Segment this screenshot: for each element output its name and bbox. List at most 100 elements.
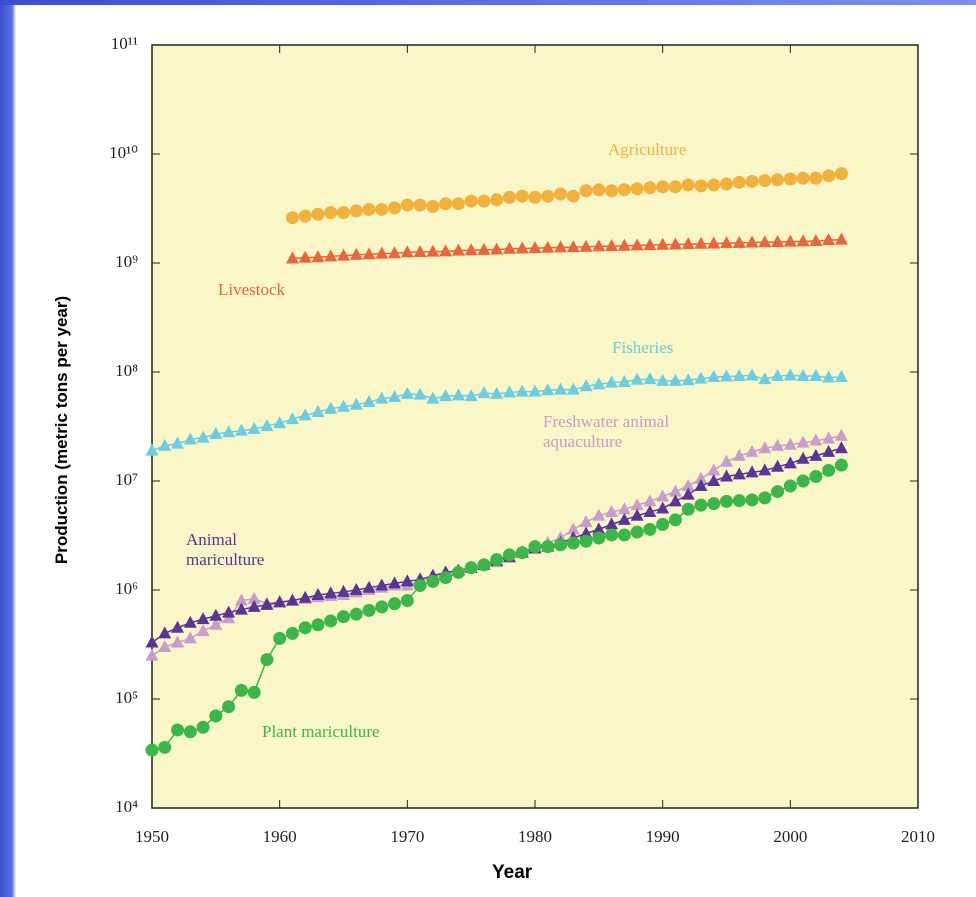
point	[745, 444, 759, 457]
point	[285, 412, 299, 425]
point	[285, 251, 299, 264]
point	[158, 438, 172, 451]
point	[579, 184, 593, 198]
point	[311, 404, 325, 417]
point	[796, 435, 810, 448]
point	[796, 451, 810, 464]
point	[834, 441, 848, 454]
point	[502, 241, 516, 254]
point	[771, 234, 785, 247]
point	[439, 244, 453, 257]
point	[298, 408, 312, 421]
point	[439, 197, 453, 211]
point	[681, 237, 695, 250]
point	[592, 239, 606, 252]
point	[834, 458, 848, 472]
point	[171, 436, 185, 449]
point	[822, 463, 836, 477]
point	[349, 583, 363, 595]
y-axis-label: Production (metric tons per year)	[52, 295, 71, 565]
point	[783, 456, 797, 469]
point	[490, 193, 504, 207]
point	[247, 599, 261, 612]
point	[579, 379, 593, 392]
point	[617, 374, 631, 387]
point	[783, 437, 797, 450]
point	[183, 615, 197, 628]
point	[311, 618, 325, 632]
point	[681, 487, 695, 500]
point	[362, 603, 376, 617]
y-tick-label: 10⁵	[115, 688, 138, 707]
point	[668, 180, 682, 194]
point	[668, 513, 682, 527]
point	[630, 508, 644, 521]
point	[145, 743, 159, 757]
point	[285, 626, 299, 640]
point	[643, 494, 657, 507]
series-label: Animal mariculture	[186, 530, 265, 569]
point	[566, 382, 580, 395]
point	[234, 683, 248, 697]
point	[464, 194, 478, 208]
point	[528, 241, 542, 254]
point	[515, 189, 529, 203]
point	[209, 617, 223, 630]
point	[732, 368, 746, 381]
point	[809, 433, 823, 446]
point	[592, 377, 606, 390]
point	[720, 369, 733, 382]
point	[592, 522, 606, 535]
point	[388, 389, 402, 402]
point	[260, 597, 274, 610]
series-label: Agriculture	[608, 140, 687, 159]
point	[681, 178, 695, 192]
point	[605, 517, 619, 530]
point	[375, 600, 389, 614]
point	[694, 371, 708, 384]
point	[541, 189, 555, 203]
point	[502, 548, 516, 562]
y-tick-label: 10⁸	[115, 361, 138, 380]
point	[783, 172, 797, 186]
point	[541, 540, 555, 554]
point	[656, 237, 670, 250]
point	[579, 515, 593, 528]
point	[822, 169, 836, 183]
point	[732, 235, 746, 248]
point	[375, 391, 389, 404]
point	[656, 489, 670, 502]
point	[771, 459, 785, 472]
point	[707, 463, 721, 476]
point	[707, 474, 721, 486]
point	[809, 448, 823, 461]
point	[758, 235, 772, 248]
point	[771, 485, 785, 499]
point	[566, 522, 580, 535]
point	[554, 382, 568, 395]
point	[656, 501, 670, 514]
point	[273, 631, 287, 645]
x-tick-label: 2010	[901, 827, 935, 846]
point	[349, 397, 363, 410]
point	[375, 578, 389, 591]
point	[515, 546, 529, 560]
point	[388, 246, 402, 259]
point	[605, 184, 619, 198]
point	[579, 526, 593, 539]
point	[234, 423, 248, 436]
point	[388, 597, 402, 611]
point	[349, 607, 363, 621]
point	[337, 206, 350, 220]
point	[209, 426, 223, 439]
y-tick-label: 10⁹	[115, 252, 138, 271]
point	[528, 540, 542, 554]
point	[771, 368, 785, 381]
point	[681, 478, 695, 491]
point	[809, 469, 823, 483]
point	[720, 469, 733, 482]
point	[694, 478, 708, 491]
point	[720, 494, 733, 508]
point	[171, 635, 185, 648]
y-tick-label: 10¹⁰	[109, 143, 138, 162]
